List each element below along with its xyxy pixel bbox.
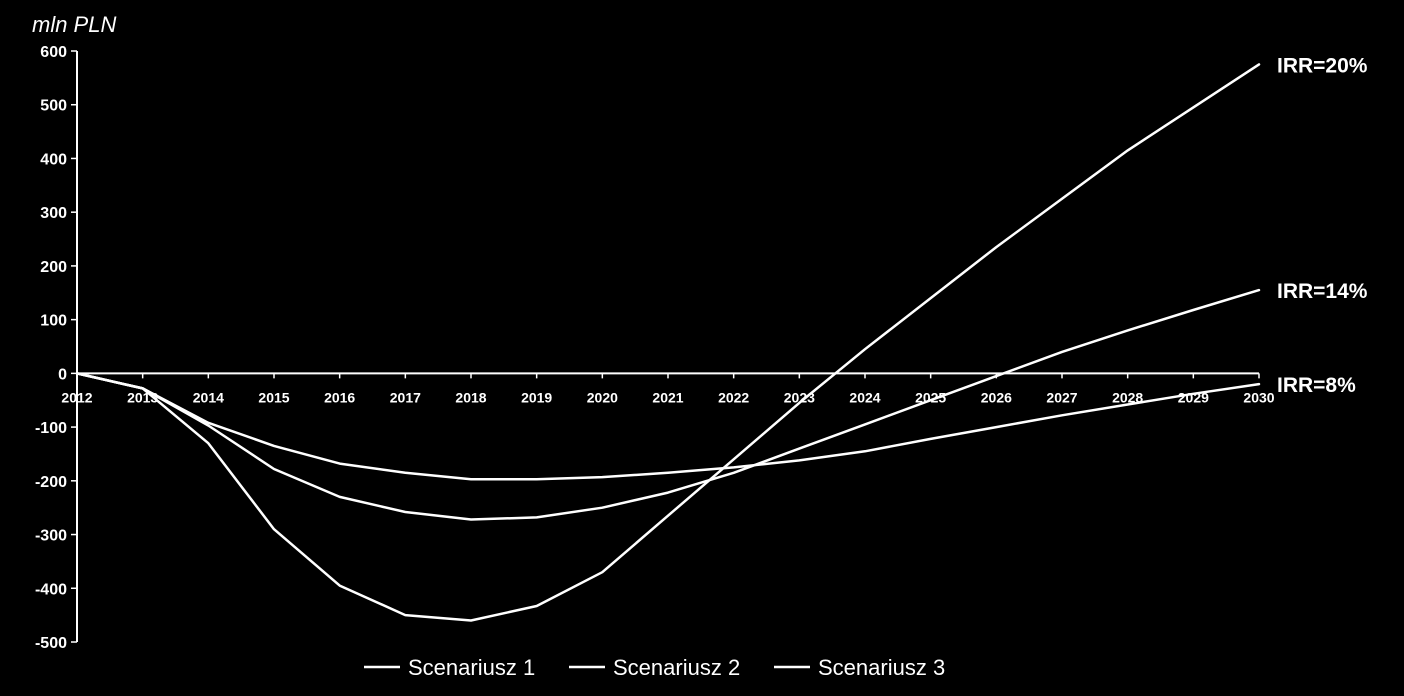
x-tick-label: 2015 <box>258 389 289 405</box>
x-tick-label: 2022 <box>718 389 749 405</box>
x-tick-label: 2021 <box>652 389 683 405</box>
irr-annotation: IRR=20% <box>1277 54 1368 77</box>
x-tick-label: 2018 <box>455 389 486 405</box>
y-tick-label: -400 <box>35 581 67 598</box>
x-tick-label: 2014 <box>193 389 224 405</box>
x-tick-label: 2026 <box>981 389 1012 405</box>
x-tick-label: 2016 <box>324 389 355 405</box>
x-tick-label: 2027 <box>1046 389 1077 405</box>
x-tick-label: 2023 <box>784 389 815 405</box>
y-tick-label: -500 <box>35 635 67 652</box>
y-tick-label: -300 <box>35 528 67 545</box>
irr-annotations: IRR=20% IRR=14% IRR=8% <box>1277 54 1368 397</box>
y-axis: 600 500 400 300 200 100 0 -100 -200 -300 -400 -500 <box>35 44 78 652</box>
series-line-2 <box>75 288 1261 521</box>
x-tick-label: 2017 <box>390 389 421 405</box>
series-lines <box>75 63 1261 622</box>
y-tick-label: 600 <box>40 44 67 61</box>
legend: Scenariusz 1 Scenariusz 2 Scenariusz 3 <box>364 655 945 680</box>
y-tick-label: 100 <box>40 313 67 330</box>
x-tick-label: 2030 <box>1243 389 1274 405</box>
y-tick-label: 200 <box>40 259 67 276</box>
series-line-3 <box>75 63 1261 622</box>
x-tick-label: 2028 <box>1112 389 1143 405</box>
x-axis: 2012 2013 2014 2015 2016 2017 2018 2019 2020 2021… <box>61 372 1275 405</box>
x-tick-label: 2012 <box>61 389 92 405</box>
y-tick-label: -200 <box>35 474 67 491</box>
y-tick-label: -100 <box>35 420 67 437</box>
legend-entry-label: Scenariusz 1 <box>408 655 535 680</box>
x-tick-label: 2019 <box>521 389 552 405</box>
y-tick-label: 500 <box>40 98 67 115</box>
legend-entry-label: Scenariusz 2 <box>613 655 740 680</box>
y-axis-unit-label: mln PLN <box>32 12 116 37</box>
y-tick-label: 0 <box>58 366 67 383</box>
x-tick-label: 2024 <box>849 389 880 405</box>
x-tick-label: 2025 <box>915 389 946 405</box>
y-tick-label: 300 <box>40 205 67 222</box>
legend-entry-label: Scenariusz 3 <box>818 655 945 680</box>
series-line-1 <box>75 372 1261 481</box>
irr-annotation: IRR=8% <box>1277 374 1356 397</box>
y-tick-label: 400 <box>40 151 67 168</box>
irr-annotation: IRR=14% <box>1277 280 1368 303</box>
x-tick-label: 2020 <box>587 389 618 405</box>
